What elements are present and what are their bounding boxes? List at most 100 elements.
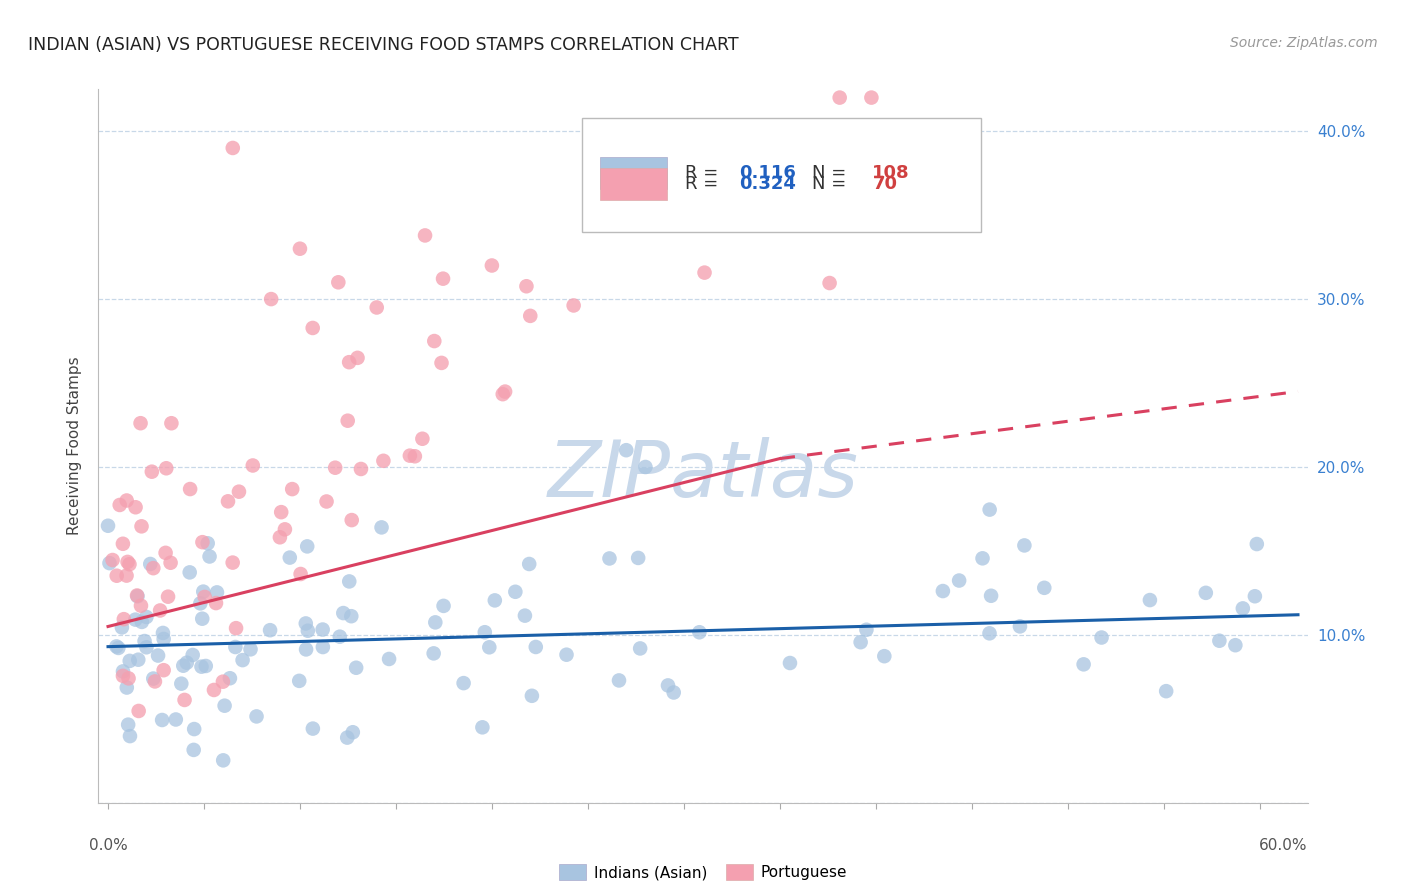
- Point: [337, 574, 360, 589]
- Point: [117, 717, 139, 731]
- Point: [281, 482, 304, 496]
- Point: [111, 537, 134, 551]
- Point: [155, 546, 177, 560]
- Point: [340, 609, 363, 624]
- Point: [337, 355, 360, 369]
- Point: [718, 202, 741, 217]
- Point: [117, 555, 139, 569]
- Point: [127, 653, 149, 667]
- Point: [129, 599, 152, 613]
- Point: [779, 656, 801, 670]
- Point: [297, 540, 319, 554]
- Point: [222, 141, 245, 155]
- Point: [948, 574, 970, 588]
- Point: [1139, 593, 1161, 607]
- Point: [214, 698, 236, 713]
- Point: [346, 351, 368, 365]
- Point: [344, 661, 367, 675]
- Point: [453, 676, 475, 690]
- Point: [492, 387, 515, 401]
- Text: N =: N =: [811, 175, 852, 193]
- Point: [124, 500, 146, 515]
- Point: [1195, 586, 1218, 600]
- Point: [627, 550, 650, 565]
- Point: [607, 673, 630, 688]
- Point: [278, 550, 301, 565]
- Point: [157, 590, 180, 604]
- Point: [228, 484, 250, 499]
- Point: [217, 494, 239, 508]
- Point: [274, 522, 297, 536]
- Point: [183, 743, 205, 757]
- Point: [118, 558, 141, 572]
- Point: [849, 635, 872, 649]
- Point: [481, 259, 503, 273]
- Point: [105, 568, 128, 582]
- Text: 0.0%: 0.0%: [89, 838, 128, 854]
- Point: [194, 590, 217, 604]
- Point: [474, 625, 496, 640]
- Point: [855, 623, 877, 637]
- Point: [131, 615, 153, 629]
- Point: [370, 520, 392, 534]
- Point: [662, 685, 685, 699]
- Point: [494, 384, 516, 399]
- Point: [422, 646, 444, 660]
- Point: [619, 216, 641, 230]
- Text: R =: R =: [685, 175, 724, 193]
- Point: [170, 676, 193, 690]
- Point: [115, 568, 138, 582]
- Point: [173, 693, 195, 707]
- Point: [336, 731, 359, 745]
- Point: [221, 556, 243, 570]
- Point: [202, 683, 225, 698]
- Text: R =: R =: [685, 164, 724, 182]
- Point: [693, 266, 716, 280]
- Point: [323, 460, 346, 475]
- Point: [152, 626, 174, 640]
- Point: [212, 674, 235, 689]
- Point: [197, 536, 219, 550]
- Point: [980, 589, 1002, 603]
- Point: [1090, 631, 1112, 645]
- Point: [505, 584, 527, 599]
- Point: [219, 671, 242, 685]
- Point: [118, 729, 141, 743]
- Point: [329, 630, 352, 644]
- Point: [828, 90, 851, 104]
- Text: Source: ZipAtlas.com: Source: ZipAtlas.com: [1230, 36, 1378, 50]
- FancyBboxPatch shape: [582, 118, 981, 232]
- Point: [562, 298, 585, 312]
- Point: [205, 596, 228, 610]
- Point: [524, 640, 547, 654]
- Y-axis label: Receiving Food Stamps: Receiving Food Stamps: [67, 357, 83, 535]
- Point: [430, 356, 453, 370]
- Point: [328, 275, 350, 289]
- Point: [111, 665, 134, 679]
- Point: [179, 566, 201, 580]
- Point: [301, 321, 323, 335]
- Point: [519, 309, 541, 323]
- Point: [350, 462, 373, 476]
- Point: [142, 672, 165, 686]
- Point: [782, 171, 804, 186]
- Point: [198, 549, 221, 564]
- Point: [288, 673, 311, 688]
- Point: [432, 599, 454, 613]
- Point: [555, 648, 578, 662]
- Point: [294, 616, 316, 631]
- Point: [269, 530, 291, 544]
- Point: [101, 553, 124, 567]
- Point: [142, 561, 165, 575]
- Point: [342, 725, 364, 739]
- Point: [143, 674, 166, 689]
- Point: [515, 279, 537, 293]
- Point: [297, 624, 319, 638]
- Point: [1246, 537, 1268, 551]
- Point: [259, 623, 281, 637]
- Point: [179, 482, 201, 496]
- Text: 108: 108: [872, 164, 910, 182]
- Point: [135, 640, 157, 655]
- Point: [139, 557, 162, 571]
- Point: [312, 640, 335, 654]
